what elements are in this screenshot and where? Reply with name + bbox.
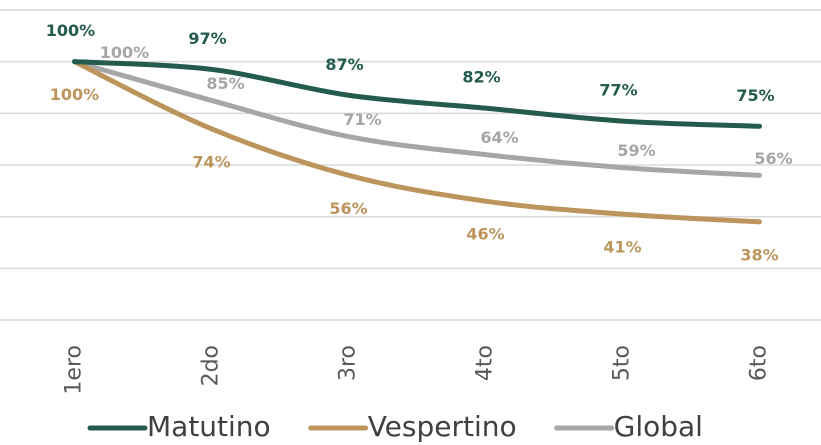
x-tick-label: 6to [747, 345, 772, 381]
data-label: 56% [329, 199, 367, 218]
data-label: 74% [192, 152, 230, 171]
series-line [75, 62, 760, 176]
data-label: 85% [206, 74, 244, 93]
data-label: 59% [617, 141, 655, 160]
data-label: 100% [100, 43, 149, 62]
data-label: 75% [736, 86, 774, 105]
data-label: 46% [466, 225, 504, 244]
legend-label: Vespertino [368, 410, 517, 443]
x-tick-label: 4to [473, 345, 498, 381]
data-label: 77% [599, 81, 637, 100]
x-tick-label: 3ro [336, 345, 361, 381]
data-label: 82% [462, 68, 500, 87]
data-label: 100% [46, 21, 95, 40]
data-label: 56% [754, 149, 792, 168]
data-label: 100% [50, 85, 99, 104]
data-label: 71% [343, 110, 381, 129]
legend-label: Matutino [147, 410, 271, 443]
x-tick-label: 1ero [62, 345, 87, 395]
x-tick-label: 2do [199, 345, 224, 386]
data-label: 38% [740, 245, 778, 264]
data-label: 97% [188, 29, 226, 48]
series-line [75, 62, 760, 222]
data-label: 87% [325, 55, 363, 74]
legend-label: Global [614, 410, 703, 443]
data-label: 64% [480, 128, 518, 147]
x-tick-label: 5to [610, 345, 635, 381]
series-line [75, 62, 760, 127]
chart: 1ero 2do 3ro 4to 5to 6to 100% 97% 87% 82% 77% 75% 10… [0, 0, 821, 445]
data-label: 41% [603, 238, 641, 257]
